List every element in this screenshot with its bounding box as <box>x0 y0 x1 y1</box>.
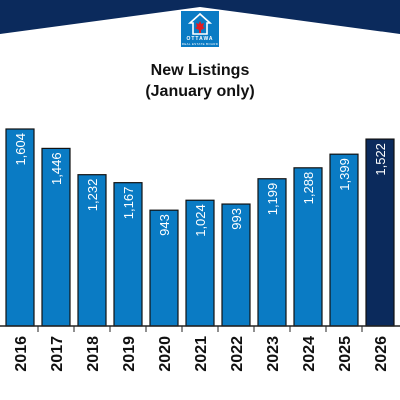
x-tick-label-2018: 2018 <box>85 336 102 372</box>
value-label-2024: 1,288 <box>301 172 316 205</box>
bar-2019 <box>113 182 143 327</box>
board-logo: OTTAWA REAL ESTATE BOARD <box>180 10 220 48</box>
logo-tagline: REAL ESTATE BOARD <box>181 42 219 46</box>
bar-2026 <box>365 138 395 327</box>
value-label-2025: 1,399 <box>337 158 352 191</box>
logo-wordmark: OTTAWA <box>186 36 214 42</box>
x-tick-label-2017: 2017 <box>49 336 66 372</box>
value-label-2022: 993 <box>229 208 244 230</box>
value-label-2021: 1,024 <box>193 204 208 237</box>
house-maple-leaf-icon <box>187 12 213 35</box>
bar-2018 <box>77 174 107 327</box>
x-tick-label-2022: 2022 <box>229 336 246 372</box>
bar-2017 <box>41 147 71 327</box>
bar-2023 <box>257 178 287 327</box>
bar-2016 <box>5 128 35 327</box>
bar-2021 <box>185 199 215 327</box>
value-label-2020: 943 <box>157 214 172 236</box>
bar-2025 <box>329 153 359 327</box>
header-band <box>0 0 400 34</box>
chart-title: New Listings <box>150 62 250 79</box>
value-label-2018: 1,232 <box>85 179 100 212</box>
chart-subtitle: (January only) <box>145 83 255 100</box>
value-label-2023: 1,199 <box>265 183 280 216</box>
x-tick-label-2024: 2024 <box>301 336 318 372</box>
x-tick-label-2020: 2020 <box>157 336 174 372</box>
bar-2024 <box>293 167 323 327</box>
bar-2022 <box>221 203 251 327</box>
x-tick-label-2016: 2016 <box>13 336 30 372</box>
value-label-2016: 1,604 <box>13 133 28 166</box>
value-label-2017: 1,446 <box>49 152 64 185</box>
value-label-2026: 1,522 <box>373 143 388 176</box>
x-tick-label-2019: 2019 <box>121 336 138 372</box>
x-tick-label-2025: 2025 <box>337 336 354 372</box>
x-tick-label-2021: 2021 <box>193 336 210 372</box>
x-tick-label-2023: 2023 <box>265 336 282 372</box>
x-tick-label-2026: 2026 <box>373 336 390 372</box>
value-label-2019: 1,167 <box>121 187 136 220</box>
